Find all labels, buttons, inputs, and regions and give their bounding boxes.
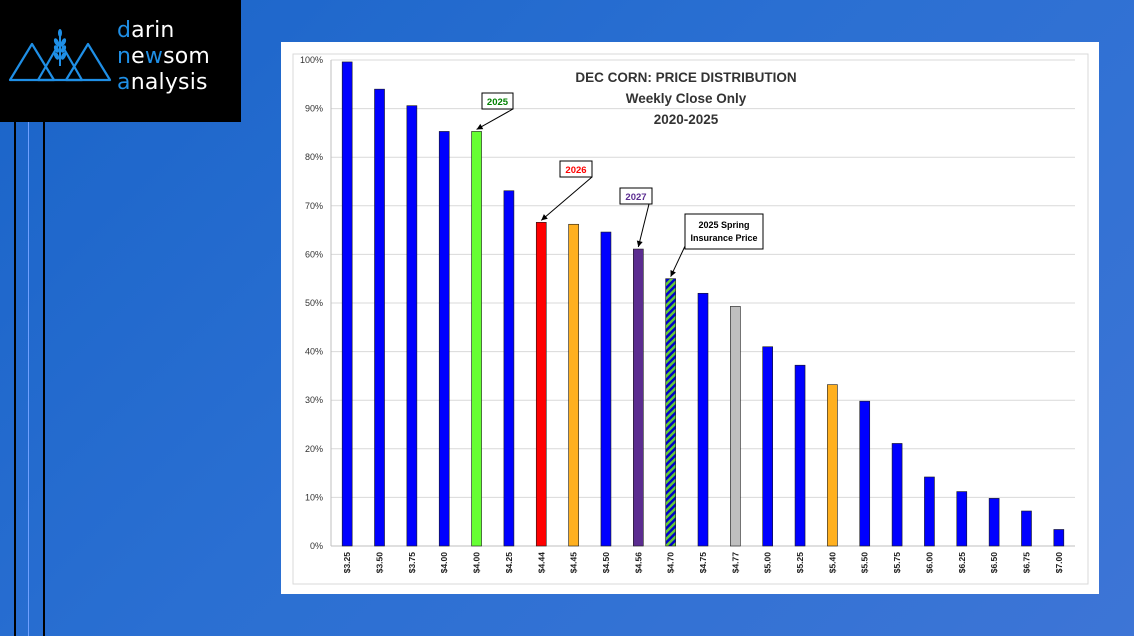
bar	[341, 61, 353, 547]
bar	[633, 248, 644, 547]
x-tick-label: $5.25	[795, 552, 805, 574]
logo-wordmark: darin newsom analysis darin newsom analy…	[117, 18, 210, 96]
logo-rest: nalysis	[130, 70, 208, 95]
y-tick-label: 90%	[305, 104, 323, 114]
chart-title: DEC CORN: PRICE DISTRIBUTION	[575, 70, 796, 85]
arrowhead	[636, 240, 643, 248]
x-tick-label: $3.50	[375, 552, 385, 574]
bar	[1021, 510, 1032, 547]
logo-rest: arin	[131, 18, 175, 43]
annotation-box	[481, 92, 514, 110]
x-tick-label: $4.00	[439, 552, 449, 574]
annotation-box	[559, 160, 593, 178]
y-tick-label: 100%	[300, 55, 323, 65]
arrowhead	[670, 269, 676, 277]
x-tick-label: $5.40	[827, 552, 837, 574]
bar	[471, 131, 482, 547]
annotation-arrow	[540, 176, 593, 221]
logo-line-analysis: analysis	[117, 70, 210, 96]
annotation-label: 2025 Spring	[698, 220, 749, 230]
decorative-line	[14, 122, 16, 636]
annotation-label: 2025	[487, 97, 509, 108]
x-tick-label: $5.75	[892, 552, 902, 574]
annotation-arrow	[637, 203, 650, 248]
arrowhead	[541, 214, 548, 221]
x-tick-label: $4.70	[666, 552, 676, 574]
bar	[891, 443, 903, 547]
bar	[730, 306, 741, 547]
decorative-line	[28, 122, 29, 636]
x-tick-label: $4.56	[633, 552, 643, 574]
x-tick-label: $4.45	[569, 552, 579, 574]
annotation-label: 2026	[565, 165, 586, 176]
bar	[503, 190, 515, 547]
chart-period: 2020-2025	[654, 112, 719, 127]
annotation-arrow	[476, 108, 514, 130]
y-tick-label: 30%	[305, 395, 323, 405]
bar	[762, 346, 773, 547]
mountain-wheat-icon	[8, 29, 112, 82]
x-tick-label: $4.77	[730, 552, 740, 574]
y-tick-label: 10%	[305, 492, 323, 502]
bar	[988, 498, 1000, 547]
logo-accent-letter: d	[117, 18, 132, 43]
bar	[827, 384, 838, 547]
x-tick-label: $4.50	[601, 552, 611, 574]
y-tick-label: 80%	[305, 152, 323, 162]
x-tick-label: $3.25	[342, 552, 352, 574]
bar	[374, 88, 385, 547]
x-tick-label: $6.50	[989, 552, 999, 574]
chart-panel: 0% 10% 20% 30% 40% 50% 60% 70% 80% 90% 100% $3.25 $…	[281, 42, 1099, 594]
bar	[956, 491, 968, 547]
bar	[600, 231, 612, 547]
logo-accent-letter: w	[144, 44, 164, 69]
decorative-line	[43, 122, 45, 636]
x-tick-label: $4.44	[536, 552, 546, 574]
price-distribution-chart: 0% 10% 20% 30% 40% 50% 60% 70% 80% 90% 100% $3.25 $…	[292, 53, 1089, 585]
plot-border	[292, 53, 1089, 585]
bar	[859, 400, 871, 547]
y-tick-label: 70%	[305, 201, 323, 211]
arrowhead	[476, 123, 484, 130]
x-tick-label: $7.00	[1054, 552, 1064, 574]
y-tick-label: 20%	[305, 444, 323, 454]
logo-line-newsom: newsom	[117, 44, 210, 70]
x-tick-label: $3.75	[407, 552, 417, 574]
bar	[697, 292, 709, 547]
annotation-arrow	[670, 243, 687, 277]
annotation-box	[684, 213, 764, 250]
annotation-label: 2027	[625, 192, 646, 203]
bar	[406, 105, 418, 547]
y-tick-label: 0%	[310, 541, 323, 551]
y-tick-label: 50%	[305, 298, 323, 308]
bar	[1053, 529, 1065, 547]
logo-accent-letter: n	[117, 44, 132, 69]
x-tick-label: $4.75	[698, 552, 708, 574]
bar	[924, 476, 935, 547]
bar	[794, 364, 806, 547]
annotation-label: Insurance Price	[690, 233, 757, 243]
bar	[438, 131, 450, 547]
logo-accent-letter: a	[117, 70, 131, 95]
logo-rest: ewsom	[131, 44, 211, 69]
y-tick-label: 60%	[305, 249, 323, 259]
logo-box: darin newsom analysis darin newsom analy…	[0, 0, 241, 122]
bar	[665, 278, 676, 547]
logo-line-darin: darin	[117, 18, 210, 44]
bar	[535, 222, 547, 547]
x-tick-label: $6.00	[924, 552, 934, 574]
chart-subtitle: Weekly Close Only	[626, 91, 747, 106]
x-tick-label: $6.75	[1021, 552, 1031, 574]
annotation-box	[619, 187, 653, 205]
x-tick-label: $5.00	[763, 552, 773, 574]
x-tick-label: $5.50	[860, 552, 870, 574]
x-tick-label: $4.00	[472, 552, 482, 574]
y-tick-label: 40%	[305, 347, 323, 357]
x-tick-label: $4.25	[504, 552, 514, 574]
bar	[568, 223, 579, 547]
x-tick-label: $6.25	[957, 552, 967, 574]
